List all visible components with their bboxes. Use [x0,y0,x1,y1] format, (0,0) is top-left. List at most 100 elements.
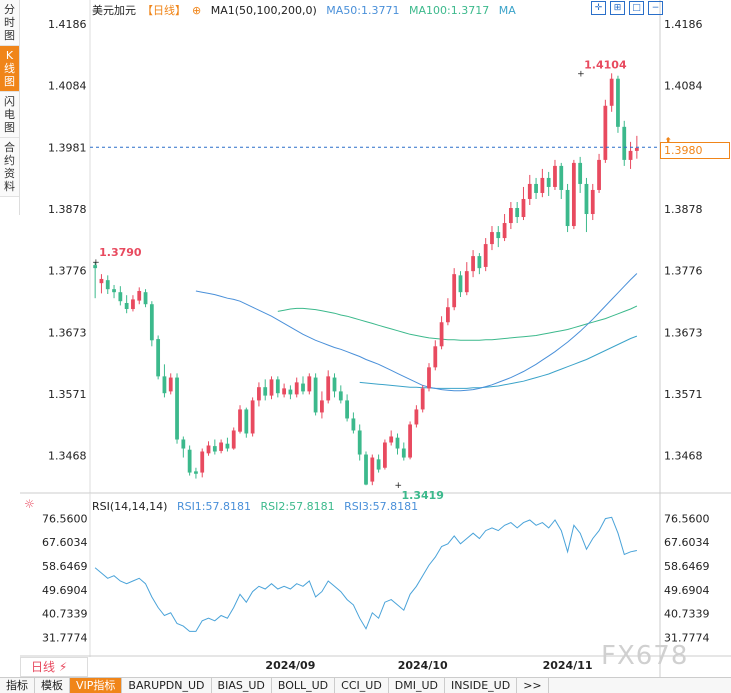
candle-body [370,457,375,482]
rsi-tick-left: 40.7339 [42,608,88,621]
fit-icon[interactable]: ⊞ [610,1,625,15]
symbol-name: 美元加元 [92,4,136,17]
settings-icon[interactable]: ⊕ [192,4,202,17]
indicator-cci[interactable]: CCI_UD [335,678,389,693]
period-select[interactable]: 日线 ⚡ [20,657,88,677]
candle-body [515,208,520,218]
indicator-barupdn[interactable]: BARUPDN_UD [122,678,212,693]
more-indicators-button[interactable]: >> [517,678,549,693]
candle-body [219,442,224,451]
period-label[interactable]: 【日线】 [142,4,186,17]
price-tick-right: 1.4084 [664,79,703,92]
tab-kline[interactable]: K线图 [0,46,19,92]
rsi-line [94,516,638,632]
rsi-header: RSI(14,14,14) RSI1:57.8181 RSI2:57.8181 … [92,500,424,513]
low-label-marker: + [394,481,402,491]
candle-body [194,471,198,474]
rsi1-value: RSI1:57.8181 [176,500,251,513]
candle-body [212,446,217,452]
tab-contract[interactable]: 合约资料 [0,138,19,197]
indicator-bias[interactable]: BIAS_UD [212,678,272,693]
rsi-tick-right: 49.6904 [664,584,710,597]
ma50-line [195,273,638,392]
candle-body [288,389,293,395]
candle-body [464,271,469,293]
candle-body [168,377,173,392]
chart-header: 美元加元 【日线】 ⊕ MA1(50,100,200,0) MA50:1.3771 … [92,2,522,18]
rsi2-value: RSI2:57.8181 [260,500,335,513]
candle-body [559,165,564,190]
tab-flash[interactable]: 闪电图 [0,92,19,138]
vip-indicator-button[interactable]: VIP指标 [70,678,123,693]
high-label: 1.4104 [584,58,627,71]
tab-timeshare[interactable]: 分时图 [0,0,19,46]
toolbar-icons: ✛ ⊞ □ − [591,1,663,15]
zoom-out-icon[interactable]: − [648,1,663,15]
candle-body [590,189,595,215]
indicator-dmi[interactable]: DMI_UD [389,678,446,693]
candle-body [345,400,349,419]
candle-body [540,177,545,193]
ma50-value: MA50:1.3771 [326,4,400,17]
indicator-boll[interactable]: BOLL_UD [272,678,336,693]
candle-body [609,78,614,106]
left-high-label-marker: + [92,258,100,268]
ma100-value: MA100:1.3717 [409,4,490,17]
rsi-tick-left: 67.6034 [42,536,88,549]
rsi-tick-right: 31.7774 [664,631,710,644]
candle-body [401,448,406,458]
candle-body [313,377,318,413]
candle-body [137,290,142,301]
candle-body [578,162,583,184]
time-tick: 2024/11 [543,659,593,672]
crosshair-icon[interactable]: ✛ [591,1,606,15]
price-tick-right: 1.3571 [664,388,703,401]
candle-body [200,451,205,473]
candle-body [269,379,274,396]
candle-body [408,424,412,458]
candle-body [175,377,179,440]
candle-body [143,292,148,305]
zoom-in-icon[interactable]: □ [629,1,644,15]
candle-body [414,409,419,425]
candle-body [445,307,450,323]
candle-body [603,105,608,160]
rsi-settings-icon: ☼ [24,497,35,511]
candle-body [187,449,192,473]
candle-body [395,437,400,449]
candle-body [332,377,337,392]
candle-body [263,387,268,396]
price-tick-left: 1.3776 [48,265,87,278]
time-tick: 2024/09 [265,659,315,672]
rsi-label[interactable]: RSI(14,14,14) [92,500,168,513]
candle-body [496,232,501,239]
candle-body [206,445,211,454]
candle-body [275,379,280,394]
rsi-tick-left: 58.6469 [42,560,88,573]
high-label-marker: + [577,69,585,79]
template-button[interactable]: 模板 [35,678,70,693]
rsi-tick-right: 40.7339 [664,608,710,621]
ma-label[interactable]: MA1(50,100,200,0) [210,4,317,17]
candle-body [93,265,98,269]
candle-body [351,418,356,431]
candle-body [458,275,463,293]
candle-body [244,409,249,434]
candle-body [320,400,324,413]
candle-body [622,126,627,160]
rsi-tick-left: 49.6904 [42,584,88,597]
price-tick-left: 1.3878 [48,203,87,216]
side-tabs: 分时图 K线图 闪电图 合约资料 [0,0,20,215]
rsi-tick-left: 31.7774 [42,631,88,644]
price-tick-left: 1.3571 [48,388,87,401]
candle-body [131,299,135,310]
indicator-inside[interactable]: INSIDE_UD [445,678,518,693]
candle-body [597,159,601,190]
watermark-logo: FX678 [601,641,689,671]
candle-body [546,177,551,187]
price-tick-left: 1.4186 [48,18,87,31]
candle-body [294,382,299,395]
indicator-button[interactable]: 指标 [0,678,35,693]
candle-body [307,376,312,392]
